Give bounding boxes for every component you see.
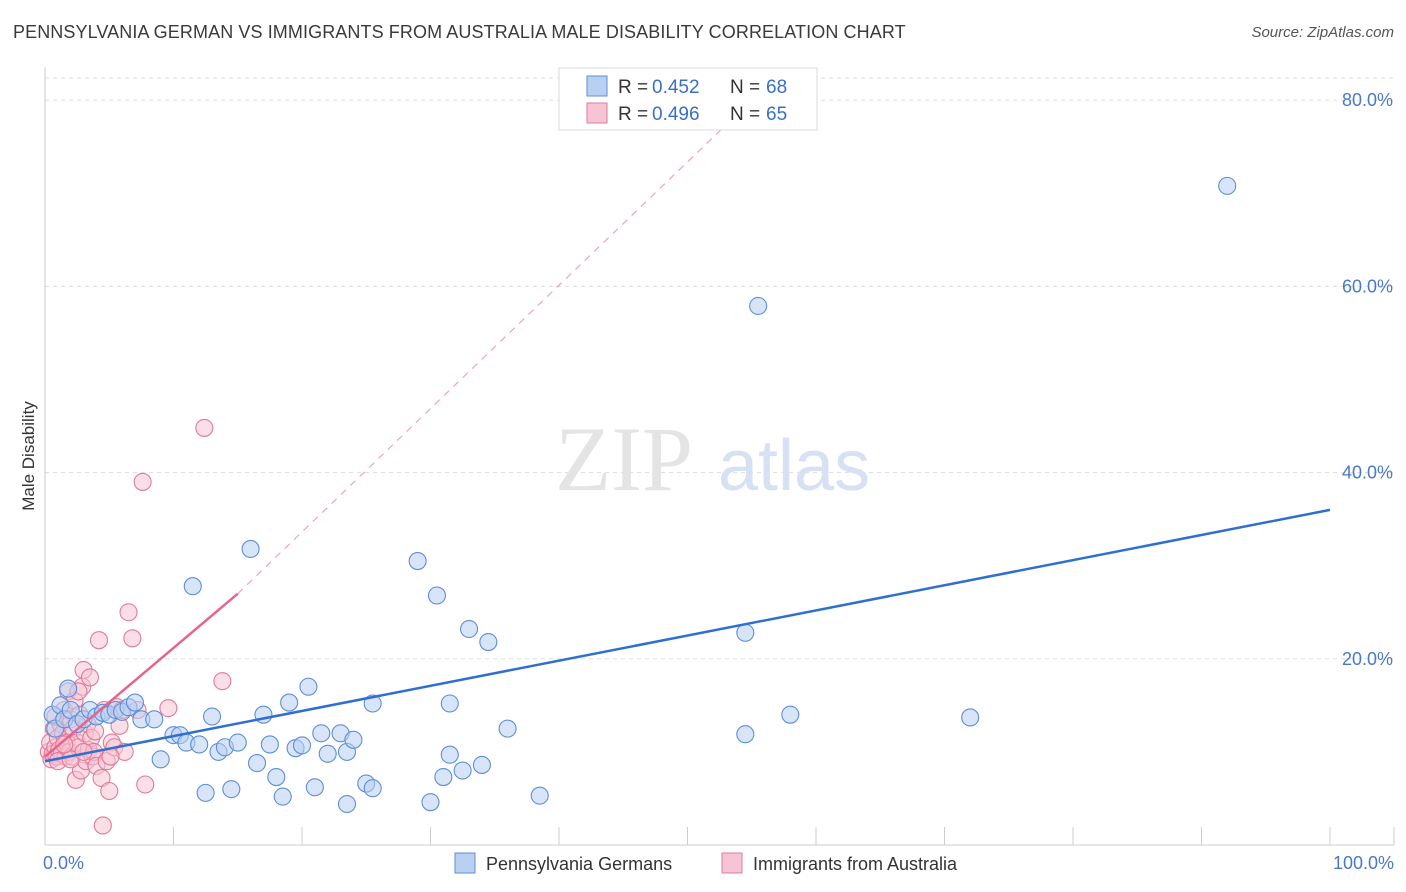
point-pennsylvania-germans	[222, 780, 241, 799]
y-tick-label: 60.0%	[1342, 276, 1393, 296]
point-pennsylvania-germans	[273, 787, 292, 806]
series-immigrants-from-australia	[39, 418, 232, 835]
point-pennsylvania-germans	[247, 754, 267, 773]
trend-extension-immigrants-from-australia	[237, 99, 753, 595]
point-pennsylvania-germans	[190, 735, 209, 754]
point-pennsylvania-germans	[151, 750, 170, 769]
point-pennsylvania-germans	[196, 783, 215, 802]
point-pennsylvania-germans	[498, 719, 517, 738]
point-pennsylvania-germans	[344, 730, 363, 749]
point-pennsylvania-germans	[125, 693, 144, 712]
bottom-legend-swatch-blue	[454, 852, 476, 874]
point-immigrants-from-australia	[100, 781, 119, 801]
legend-n-value-2: 65	[766, 104, 787, 125]
point-pennsylvania-germans	[228, 733, 247, 752]
point-pennsylvania-germans	[459, 619, 479, 639]
legend-r-value-2: 0.496	[652, 104, 700, 125]
bottom-legend-swatch-pink	[721, 852, 743, 874]
point-immigrants-from-australia	[119, 603, 138, 622]
x-ticks	[173, 827, 1395, 845]
legend-swatch-pink	[586, 102, 608, 124]
point-immigrants-from-australia	[55, 735, 74, 754]
point-pennsylvania-germans	[241, 539, 260, 559]
legend-n-label-1: N =	[730, 77, 760, 98]
point-pennsylvania-germans	[453, 761, 472, 780]
point-immigrants-from-australia	[93, 816, 112, 835]
point-pennsylvania-germans	[427, 586, 446, 605]
point-pennsylvania-germans	[440, 745, 459, 764]
legend: R = 0.452 N = 68 R = 0.496 N = 65	[558, 67, 818, 131]
point-pennsylvania-germans	[145, 710, 164, 729]
source-label: Source: ZipAtlas.com	[1251, 24, 1394, 41]
legend-r-label-1: R =	[618, 77, 648, 98]
point-pennsylvania-germans	[260, 735, 279, 754]
trend-line-immigrants-from-australia	[44, 592, 239, 758]
legend-r-value-1: 0.452	[652, 77, 700, 98]
point-pennsylvania-germans	[961, 708, 980, 727]
legend-n-label-2: N =	[730, 104, 760, 125]
point-immigrants-from-australia	[195, 418, 214, 437]
point-pennsylvania-germans	[312, 724, 331, 743]
point-pennsylvania-germans	[1218, 176, 1237, 195]
point-pennsylvania-germans	[183, 577, 202, 596]
point-pennsylvania-germans	[434, 767, 453, 787]
point-pennsylvania-germans	[736, 623, 755, 642]
y-axis-title: Male Disability	[19, 401, 38, 511]
point-pennsylvania-germans	[363, 694, 382, 713]
trend-lines	[44, 99, 1331, 763]
point-immigrants-from-australia	[89, 631, 109, 650]
point-pennsylvania-germans	[280, 693, 299, 712]
point-pennsylvania-germans	[479, 633, 498, 652]
legend-r-label-2: R =	[618, 104, 648, 125]
legend-swatch-blue	[586, 75, 608, 97]
chart-title: PENNSYLVANIA GERMAN VS IMMIGRANTS FROM A…	[13, 22, 906, 42]
x-tick-label-left: 0.0%	[43, 853, 84, 873]
point-pennsylvania-germans	[337, 794, 357, 814]
point-pennsylvania-germans	[749, 296, 768, 316]
point-pennsylvania-germans	[440, 694, 459, 713]
point-pennsylvania-germans	[59, 679, 78, 698]
point-pennsylvania-germans	[530, 786, 549, 805]
grid	[45, 77, 1394, 660]
point-pennsylvania-germans	[299, 677, 318, 696]
point-pennsylvania-germans	[203, 707, 222, 726]
point-pennsylvania-germans	[781, 705, 800, 724]
trend-line-pennsylvania-germans	[44, 508, 1331, 763]
point-pennsylvania-germans	[408, 552, 427, 571]
y-tick-label: 40.0%	[1342, 463, 1393, 483]
y-tick-label: 20.0%	[1342, 649, 1393, 669]
bottom-legend-label-1: Pennsylvania Germans	[486, 854, 672, 874]
point-pennsylvania-germans	[267, 767, 286, 787]
point-immigrants-from-australia	[133, 472, 152, 491]
bottom-legend-label-2: Immigrants from Australia	[753, 854, 958, 874]
bottom-legend: Pennsylvania Germans Immigrants from Aus…	[454, 852, 958, 874]
point-immigrants-from-australia	[159, 699, 178, 718]
point-pennsylvania-germans	[736, 725, 755, 744]
legend-n-value-1: 68	[766, 77, 787, 98]
point-immigrants-from-australia	[123, 629, 142, 648]
point-immigrants-from-australia	[80, 668, 100, 687]
point-immigrants-from-australia	[213, 672, 232, 691]
point-pennsylvania-germans	[318, 744, 337, 763]
point-pennsylvania-germans	[305, 778, 324, 797]
point-pennsylvania-germans	[421, 793, 440, 812]
watermark-atlas: atlas	[718, 426, 870, 506]
point-pennsylvania-germans	[472, 755, 491, 774]
series-pennsylvania-germans	[43, 176, 1237, 814]
y-tick-label: 80.0%	[1342, 90, 1393, 110]
point-immigrants-from-australia	[136, 775, 155, 794]
point-pennsylvania-germans	[363, 779, 382, 798]
point-pennsylvania-germans	[292, 736, 312, 755]
watermark-zip: ZIP	[555, 408, 693, 510]
x-tick-label-right: 100.0%	[1333, 853, 1394, 873]
y-tick-labels: 20.0% 40.0% 60.0% 80.0%	[1342, 90, 1393, 669]
